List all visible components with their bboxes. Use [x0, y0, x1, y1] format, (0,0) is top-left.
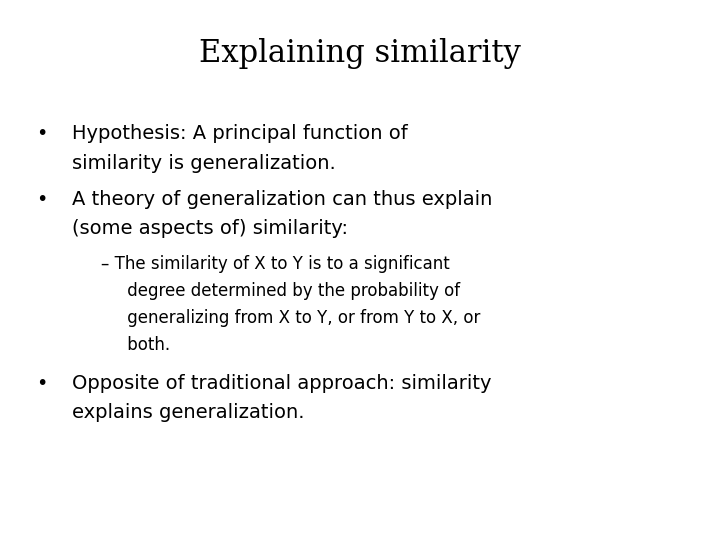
- Text: generalizing from X to Y, or from Y to X, or: generalizing from X to Y, or from Y to X…: [101, 309, 480, 327]
- Text: (some aspects of) similarity:: (some aspects of) similarity:: [72, 219, 348, 238]
- Text: both.: both.: [101, 336, 170, 354]
- Text: Hypothesis: A principal function of: Hypothesis: A principal function of: [72, 124, 408, 143]
- Text: explains generalization.: explains generalization.: [72, 403, 305, 422]
- Text: •: •: [36, 190, 48, 208]
- Text: Explaining similarity: Explaining similarity: [199, 38, 521, 69]
- Text: A theory of generalization can thus explain: A theory of generalization can thus expl…: [72, 190, 492, 208]
- Text: Opposite of traditional approach: similarity: Opposite of traditional approach: simila…: [72, 374, 492, 393]
- Text: similarity is generalization.: similarity is generalization.: [72, 154, 336, 173]
- Text: degree determined by the probability of: degree determined by the probability of: [101, 282, 460, 300]
- Text: •: •: [36, 374, 48, 393]
- Text: – The similarity of X to Y is to a significant: – The similarity of X to Y is to a signi…: [101, 255, 449, 273]
- Text: •: •: [36, 124, 48, 143]
